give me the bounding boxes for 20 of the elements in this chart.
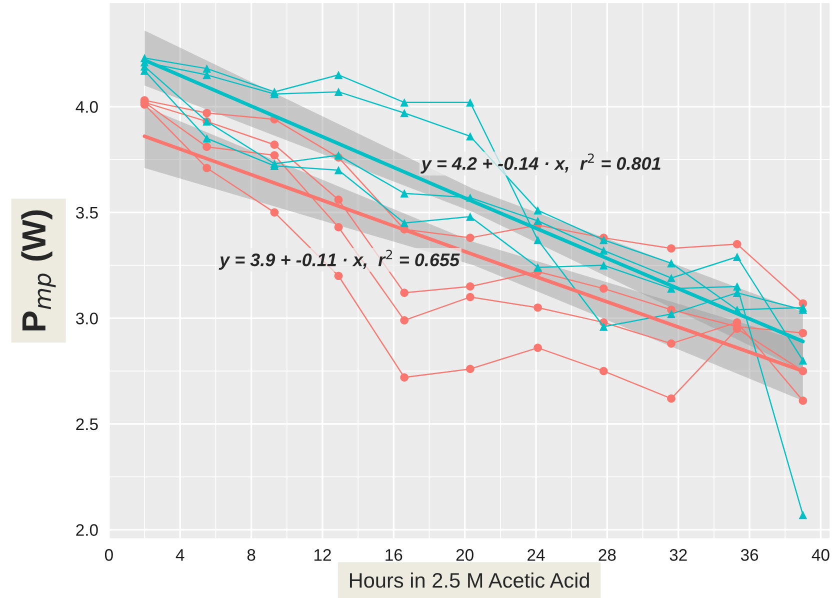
x-tick-label: 20 <box>456 549 474 561</box>
x-tick-label: 40 <box>812 549 830 561</box>
annotation: y = 3.9 + -0.11 · x, r$^{2}$ = 0.655 <box>218 250 460 270</box>
y-tick-label: 2.5 <box>76 418 98 430</box>
x-tick-label: 28 <box>598 549 616 561</box>
y-tick-label: 3.0 <box>76 312 98 324</box>
x-tick-label: 36 <box>740 549 758 561</box>
x-tick-label: 8 <box>247 549 256 561</box>
y-tick-label: 3.5 <box>76 206 98 219</box>
x-axis-title: Hours in 2.5 M Acetic Acid <box>350 572 589 588</box>
y-tick-label: 2.0 <box>76 524 98 536</box>
x-tick-label: 4 <box>176 549 184 561</box>
x-tick-label: 24 <box>528 549 545 561</box>
x-tick-label: 16 <box>386 549 402 561</box>
x-tick-label: 12 <box>314 549 331 561</box>
x-tick-label: 32 <box>670 549 687 561</box>
x-tick-label: 0 <box>104 549 113 561</box>
y-tick-label: 4.0 <box>76 101 98 113</box>
y-axis-title: P$_{mp}$ (W) <box>21 210 56 330</box>
annotation: y = 4.2 + -0.14 · x, r$^{2}$ = 0.801 <box>420 153 660 174</box>
